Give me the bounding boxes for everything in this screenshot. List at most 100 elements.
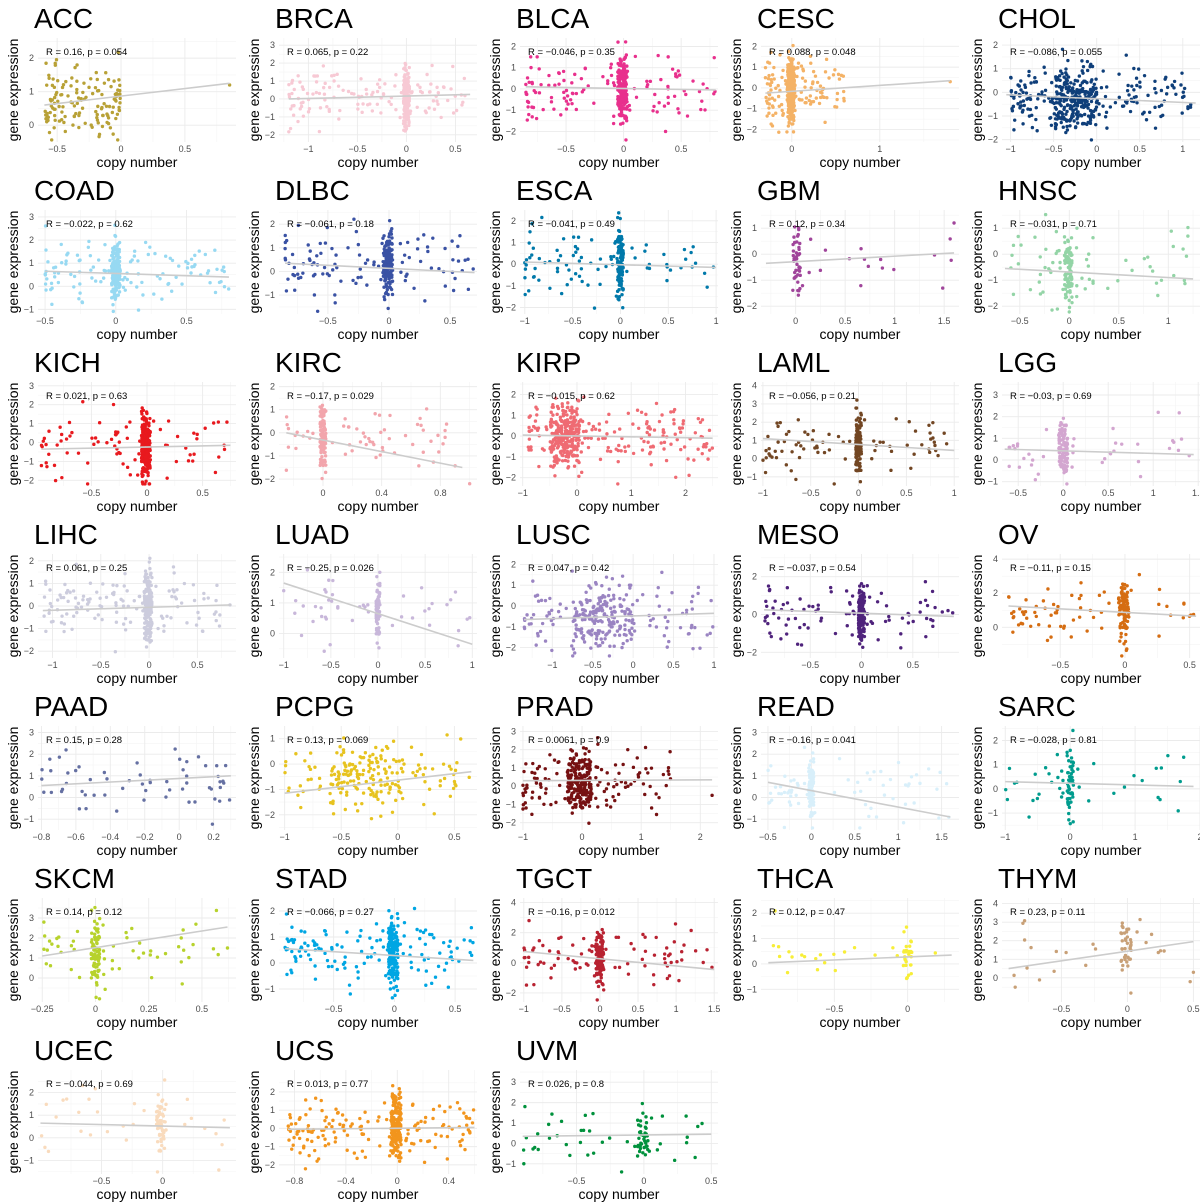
data-point <box>404 279 407 282</box>
data-point <box>554 431 557 434</box>
data-point <box>107 116 110 119</box>
data-point <box>566 283 569 286</box>
data-point <box>706 457 709 460</box>
data-point <box>526 118 529 121</box>
correlation-annotation: R = 0.12, p = 0.34 <box>769 219 845 230</box>
data-point <box>1063 441 1066 444</box>
data-point <box>617 245 620 248</box>
data-point <box>684 93 687 96</box>
data-point <box>47 612 50 615</box>
y-tick-label: −1 <box>24 304 34 314</box>
data-point <box>292 114 295 117</box>
data-point <box>1043 266 1046 269</box>
data-point <box>314 605 317 608</box>
data-point <box>192 431 195 434</box>
panel-title: LAML <box>757 347 830 378</box>
data-point <box>386 288 389 291</box>
y-tick-label: −2 <box>506 473 516 483</box>
data-point <box>124 288 127 291</box>
data-point <box>677 111 680 114</box>
x-tick-label: 0.5 <box>675 144 688 154</box>
data-point <box>1045 428 1048 431</box>
data-point <box>1060 121 1063 124</box>
y-tick-label: 4 <box>752 381 757 391</box>
data-point <box>1053 112 1056 115</box>
data-point <box>1114 101 1117 104</box>
data-point <box>282 589 285 592</box>
data-point <box>698 647 701 650</box>
data-point <box>797 418 800 421</box>
data-point <box>180 601 183 604</box>
data-point <box>140 457 143 460</box>
data-point <box>148 608 151 611</box>
data-point <box>527 101 530 104</box>
data-point <box>387 235 390 238</box>
data-point <box>770 78 773 81</box>
data-point <box>796 234 799 237</box>
y-tick-label: 0 <box>511 431 516 441</box>
data-point <box>1055 107 1058 110</box>
data-point <box>456 644 459 647</box>
data-point <box>110 283 113 286</box>
data-point <box>565 413 568 416</box>
data-point <box>323 451 326 454</box>
data-point <box>544 425 547 428</box>
data-point <box>60 433 63 436</box>
data-point <box>616 297 619 300</box>
data-point <box>451 65 454 68</box>
data-point <box>677 69 680 72</box>
data-point <box>650 463 653 466</box>
y-axis-label: gene expression <box>5 211 21 314</box>
data-point <box>1044 213 1047 216</box>
data-point <box>320 477 323 480</box>
data-point <box>1100 86 1103 89</box>
data-point <box>390 236 393 239</box>
data-point <box>1030 114 1033 117</box>
data-point <box>112 310 115 313</box>
data-point <box>375 614 378 617</box>
x-tick-label: −0.5 <box>584 660 602 670</box>
data-point <box>1181 111 1184 114</box>
data-point <box>1083 92 1086 95</box>
data-point <box>679 431 682 434</box>
x-tick-label: 1.5 <box>1192 488 1200 498</box>
y-tick-label: 0 <box>270 629 275 639</box>
data-point <box>431 236 434 239</box>
data-point <box>123 276 126 279</box>
data-point <box>411 616 414 619</box>
data-point <box>109 126 112 129</box>
data-point <box>527 426 530 429</box>
x-tick-label: 0 <box>789 144 794 154</box>
data-point <box>1057 433 1060 436</box>
y-tick-label: 1 <box>752 435 757 445</box>
data-point <box>927 424 930 427</box>
x-tick-label: −1 <box>758 488 768 498</box>
data-point <box>537 278 540 281</box>
data-point <box>566 418 569 421</box>
data-point <box>544 639 547 642</box>
data-point <box>587 629 590 632</box>
data-point <box>110 296 113 299</box>
data-point <box>773 98 776 101</box>
y-tick-label: −2 <box>506 303 516 313</box>
data-point <box>1121 105 1124 108</box>
data-point <box>616 270 619 273</box>
data-point <box>551 403 554 406</box>
data-point <box>694 431 697 434</box>
data-point <box>1105 111 1108 114</box>
data-point <box>598 422 601 425</box>
data-point <box>1039 292 1042 295</box>
data-point <box>111 132 114 135</box>
data-point <box>1058 266 1061 269</box>
data-point <box>1064 273 1067 276</box>
data-point <box>108 105 111 108</box>
data-point <box>613 241 616 244</box>
data-point <box>1183 282 1186 285</box>
data-point <box>780 450 783 453</box>
y-tick-label: 0 <box>29 601 34 611</box>
data-point <box>54 479 57 482</box>
data-point <box>215 268 218 271</box>
x-tick-label: 0 <box>621 144 626 154</box>
y-tick-label: −1 <box>24 624 34 634</box>
